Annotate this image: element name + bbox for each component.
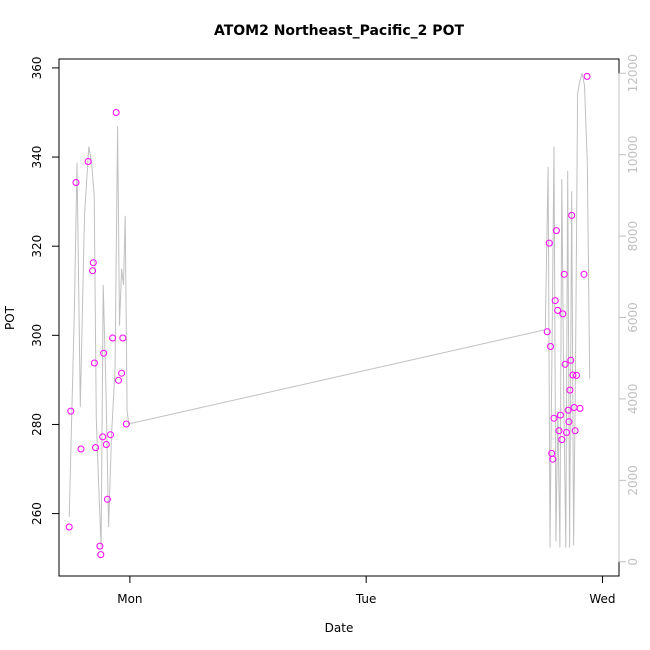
data-point <box>576 404 584 412</box>
y2-tick-label: 6000 <box>626 302 640 333</box>
y2-tick-label: 10000 <box>626 136 640 174</box>
data-point <box>555 427 563 435</box>
data-point <box>570 404 578 411</box>
data-point <box>92 444 100 452</box>
y2-tick-label: 4000 <box>626 384 640 415</box>
data-point <box>567 356 575 364</box>
x-axis-label: Date <box>325 621 354 635</box>
data-point <box>583 72 591 80</box>
data-point <box>573 371 580 379</box>
data-point <box>84 158 92 165</box>
data-point <box>543 328 551 336</box>
data-point <box>97 551 105 559</box>
data-point <box>115 376 122 384</box>
points-series <box>65 72 591 559</box>
data-point <box>558 436 566 444</box>
plot-frame <box>58 58 620 577</box>
y-axis-left: 260 280 300 320 340 360 <box>30 56 60 525</box>
data-point <box>96 542 104 550</box>
data-point <box>77 445 85 453</box>
x-tick-label: Wed <box>589 592 615 606</box>
y-tick-label: 320 <box>30 235 44 258</box>
data-point <box>561 360 569 368</box>
y2-tick-label: 2000 <box>626 465 640 496</box>
data-point <box>547 343 554 350</box>
data-point <box>65 523 73 531</box>
chart-title: ATOM2 Northeast_Pacific_2 POT <box>214 23 464 39</box>
data-point <box>563 429 570 436</box>
data-point <box>103 495 111 503</box>
x-tick-label: Mon <box>117 592 142 606</box>
data-point <box>580 270 588 278</box>
data-point <box>568 211 576 219</box>
data-point <box>89 267 97 275</box>
data-point <box>122 420 130 428</box>
y-tick-label: 260 <box>30 502 44 525</box>
data-point <box>112 109 120 116</box>
y2-tick-label: 8000 <box>626 221 640 252</box>
x-tick-label: Tue <box>355 592 377 606</box>
data-point <box>569 371 577 379</box>
y-tick-label: 360 <box>30 56 44 79</box>
y2-tick-label: 0 <box>626 558 640 566</box>
data-point <box>559 310 567 318</box>
data-point <box>109 334 117 342</box>
data-point <box>565 418 573 426</box>
data-point <box>545 239 553 247</box>
data-point <box>560 270 568 278</box>
line-series <box>68 73 591 548</box>
data-point <box>552 227 560 235</box>
y-tick-label: 340 <box>30 146 44 169</box>
y-axis-label: POT <box>3 305 17 330</box>
data-point <box>564 406 572 414</box>
data-point <box>107 431 114 439</box>
data-point <box>99 433 107 441</box>
data-point <box>102 441 110 448</box>
data-point <box>90 359 98 367</box>
data-point <box>72 179 80 186</box>
data-point <box>119 334 127 342</box>
data-point <box>571 427 579 435</box>
y-tick-label: 300 <box>30 324 44 347</box>
data-point <box>549 455 557 463</box>
x-axis: Mon Tue Wed <box>117 575 616 606</box>
data-point <box>100 349 108 357</box>
y-tick-label: 280 <box>30 413 44 436</box>
data-point <box>118 369 126 377</box>
data-point <box>566 386 574 394</box>
data-point <box>67 407 75 415</box>
y2-tick-label: 12000 <box>626 54 640 92</box>
data-point <box>89 259 97 267</box>
series-line <box>68 73 591 548</box>
data-point <box>551 297 559 305</box>
data-point <box>556 411 564 419</box>
data-point <box>550 414 558 422</box>
data-point <box>554 306 562 314</box>
y-axis-right: 0 2000 4000 6000 8000 10000 12000 <box>618 54 640 566</box>
